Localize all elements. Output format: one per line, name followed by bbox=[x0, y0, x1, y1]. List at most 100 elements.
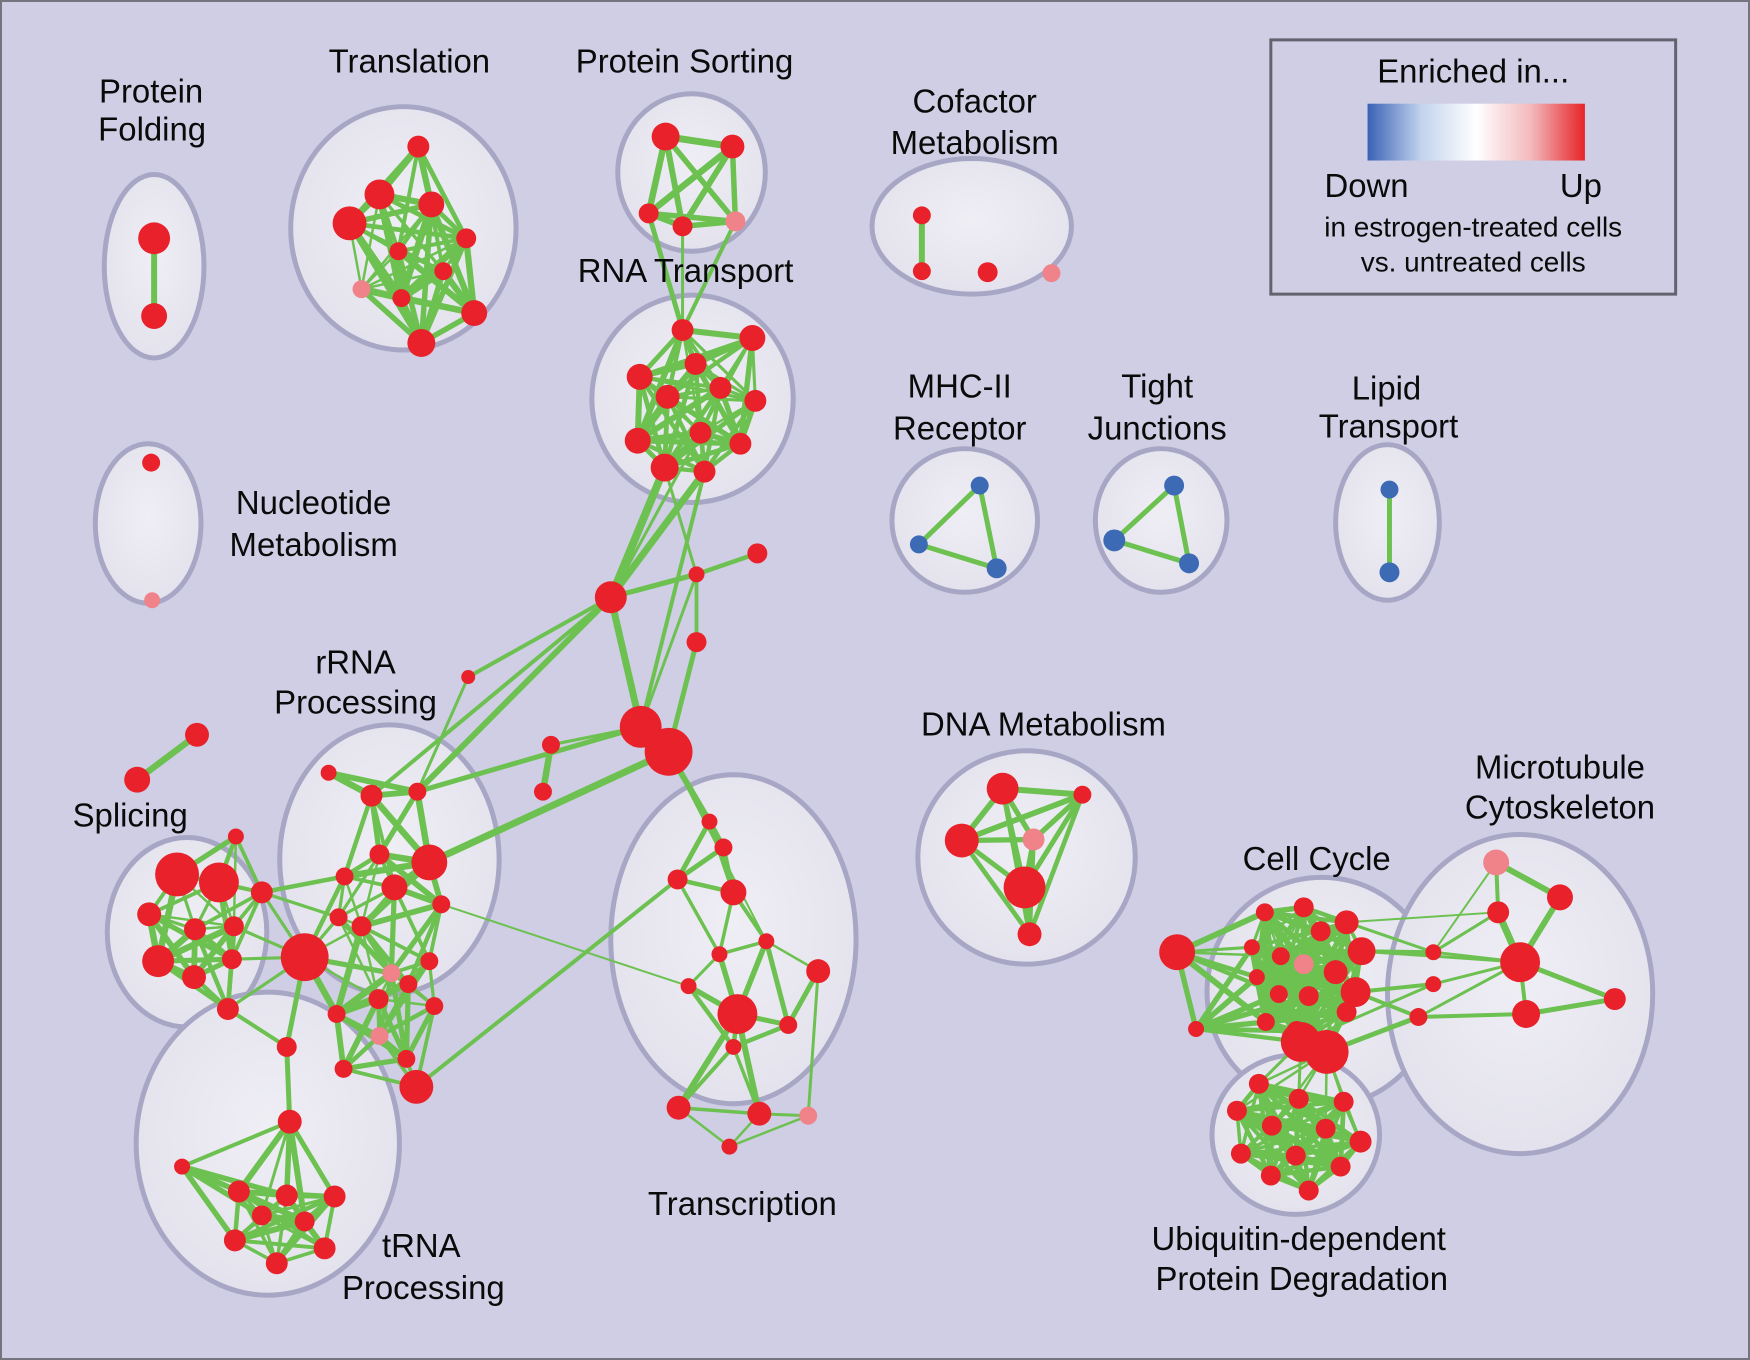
enrichment-edge bbox=[959, 839, 1032, 936]
enrichment-edge bbox=[728, 1114, 809, 1148]
enrichment-edge bbox=[361, 269, 444, 291]
gene-set-node bbox=[1334, 910, 1359, 935]
enrichment-edge bbox=[1112, 483, 1176, 543]
enrichment-edge bbox=[416, 724, 642, 795]
enrichment-edge bbox=[180, 1164, 264, 1218]
cluster-translation-label: Translation bbox=[329, 43, 490, 80]
cluster-cofactor-metabolism-ellipse bbox=[869, 156, 1074, 297]
enrichment-edge bbox=[467, 595, 612, 679]
cluster-microtubule-cytoskeleton-label: Microtubule bbox=[1475, 748, 1645, 785]
gene-set-node bbox=[327, 1005, 346, 1023]
gene-set-node bbox=[1248, 1073, 1269, 1094]
gene-set-node bbox=[382, 964, 401, 983]
gene-set-node bbox=[124, 766, 151, 793]
enrichment-edge bbox=[194, 890, 263, 931]
gene-set-node bbox=[720, 879, 747, 906]
cluster-cofactor-metabolism-label: Cofactor bbox=[913, 82, 1037, 119]
enrichment-edge bbox=[1432, 861, 1497, 953]
gene-set-node bbox=[174, 1158, 191, 1175]
gene-set-node bbox=[671, 319, 694, 341]
cluster-ubiquitin-degradation-label: Ubiquitin-dependent bbox=[1152, 1220, 1446, 1257]
gene-set-node bbox=[250, 881, 273, 904]
gene-set-node bbox=[1073, 785, 1092, 804]
enrichment-edge bbox=[1346, 920, 1434, 954]
enrichment-edge bbox=[663, 467, 698, 575]
enrichment-edge bbox=[370, 595, 613, 798]
gene-set-node bbox=[1603, 988, 1626, 1011]
enrichment-edge bbox=[1195, 993, 1310, 1032]
gene-set-node bbox=[313, 1237, 336, 1260]
gene-set-node bbox=[1042, 264, 1061, 283]
gene-set-node bbox=[711, 946, 728, 963]
enrichment-edge bbox=[1265, 1009, 1347, 1025]
enrichment-edge bbox=[1193, 945, 1255, 1031]
gene-set-node bbox=[1288, 1088, 1309, 1109]
gene-set-node bbox=[369, 844, 390, 865]
enrichment-edge bbox=[639, 375, 756, 403]
gene-set-node bbox=[155, 852, 199, 897]
cluster-tight-junctions-ellipse bbox=[1092, 446, 1230, 595]
gene-set-node bbox=[688, 566, 705, 583]
gene-set-node bbox=[680, 978, 697, 995]
enrichment-edge bbox=[406, 903, 444, 985]
gene-set-node bbox=[666, 1095, 691, 1120]
gene-set-node bbox=[368, 989, 389, 1010]
gene-set-node bbox=[1269, 985, 1288, 1004]
gene-set-node bbox=[655, 384, 680, 409]
cluster-trna-processing-label: Processing bbox=[342, 1269, 505, 1306]
gene-set-node bbox=[329, 908, 348, 927]
enrichment-edge bbox=[333, 925, 365, 1015]
gene-set-node bbox=[758, 933, 775, 950]
enrichment-edge bbox=[1251, 920, 1348, 949]
gene-set-node bbox=[651, 122, 680, 151]
gene-set-node bbox=[912, 262, 931, 281]
gene-set-node bbox=[418, 191, 445, 218]
gene-set-node bbox=[779, 1016, 798, 1034]
cluster-rrna-processing-label: Processing bbox=[274, 684, 437, 721]
gene-set-node bbox=[364, 179, 395, 210]
gene-set-node bbox=[684, 352, 707, 375]
enrichment-edge bbox=[729, 146, 739, 222]
enrichment-edge bbox=[360, 194, 381, 290]
gene-set-node bbox=[265, 1252, 288, 1275]
cluster-mhc-ii-receptor-ellipse bbox=[889, 446, 1041, 595]
gene-set-node bbox=[1315, 1118, 1336, 1139]
enrichment-edge bbox=[261, 1195, 335, 1217]
enrichment-edge bbox=[360, 854, 381, 927]
cluster-transcription-label: Transcription bbox=[648, 1185, 837, 1222]
gene-set-node bbox=[1159, 934, 1196, 971]
gene-set-node bbox=[650, 453, 679, 482]
gene-set-node bbox=[381, 874, 408, 901]
gene-set-node bbox=[717, 994, 758, 1034]
enrichment-edge bbox=[675, 820, 712, 881]
enrichment-edge bbox=[337, 853, 381, 919]
gene-set-node bbox=[434, 262, 453, 281]
enrichment-edge bbox=[440, 903, 689, 988]
gene-set-node bbox=[280, 933, 329, 982]
enrichment-edge bbox=[637, 438, 741, 447]
enrichment-edge bbox=[1264, 989, 1357, 1025]
enrichment-edge bbox=[427, 903, 444, 962]
gene-set-node bbox=[986, 772, 1019, 805]
enrichment-edge bbox=[634, 328, 686, 442]
enrichment-edge bbox=[377, 790, 420, 856]
gene-set-node bbox=[370, 1026, 389, 1045]
gene-set-node bbox=[624, 427, 651, 454]
cluster-tight-junctions-label: Junctions bbox=[1088, 409, 1227, 446]
enrichment-edge bbox=[342, 794, 374, 878]
gene-set-node bbox=[689, 421, 712, 444]
gene-set-node bbox=[389, 242, 408, 261]
enrichment-edge bbox=[639, 573, 698, 728]
gene-set-node bbox=[461, 300, 488, 327]
enrichment-edge bbox=[427, 748, 671, 866]
gene-set-node bbox=[461, 670, 476, 684]
gene-set-node bbox=[1500, 942, 1541, 983]
legend-down-label: Down bbox=[1325, 167, 1409, 204]
gene-set-node bbox=[1293, 897, 1314, 918]
gene-set-node bbox=[747, 1101, 772, 1126]
cluster-splicing-label: Splicing bbox=[73, 796, 188, 833]
enrichment-edge bbox=[360, 901, 443, 930]
gene-set-node bbox=[1003, 866, 1046, 909]
